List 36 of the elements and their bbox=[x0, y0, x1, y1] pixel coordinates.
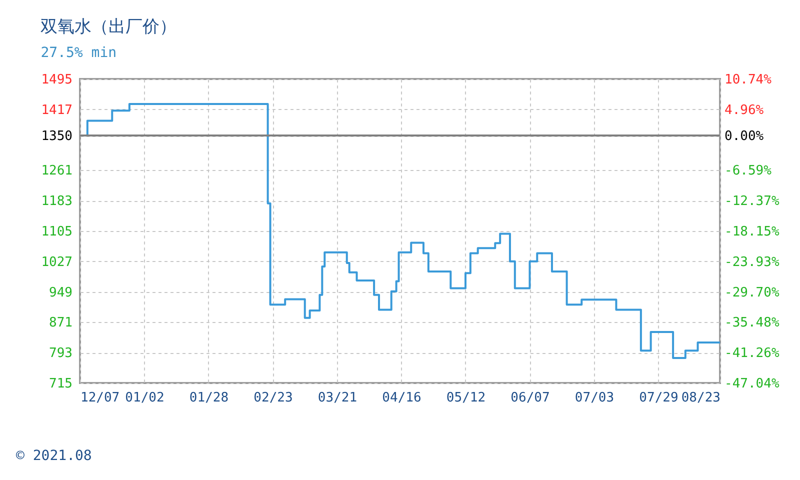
y2-tick-label: 0.00% bbox=[724, 129, 764, 144]
y2-tick-label: -35.48% bbox=[724, 316, 780, 331]
y-tick-label: 1183 bbox=[41, 194, 72, 210]
y-tick-label: 715 bbox=[49, 376, 72, 392]
y-tick-label: 871 bbox=[49, 316, 72, 331]
chart-subtitle: 27.5% min bbox=[40, 45, 117, 61]
x-tick-label: 02/23 bbox=[254, 390, 293, 406]
y-tick-label: 1495 bbox=[41, 72, 72, 88]
y2-tick-label: -23.93% bbox=[724, 254, 780, 270]
y-tick-label: 1350 bbox=[41, 129, 72, 144]
chart-title: 双氧水（出厂价） bbox=[40, 17, 177, 37]
x-tick-label: 01/28 bbox=[189, 390, 229, 406]
y-tick-label: 1261 bbox=[41, 164, 72, 179]
x-tick-label: 07/29 bbox=[639, 390, 678, 406]
x-tick-label: 01/02 bbox=[125, 390, 164, 406]
y2-tick-label: 10.74% bbox=[724, 72, 772, 88]
x-tick-label: 08/23 bbox=[681, 390, 720, 406]
y-tick-label: 1027 bbox=[41, 254, 72, 270]
y-tick-label: 949 bbox=[49, 285, 72, 300]
x-tick-label: 05/12 bbox=[446, 390, 486, 406]
x-tick-label: 12/07 bbox=[80, 390, 120, 406]
text: © 2021.08 bbox=[16, 448, 92, 464]
y2-tick-label: -41.26% bbox=[724, 346, 780, 362]
y2-tick-label: -47.04% bbox=[724, 376, 780, 392]
y-tick-label: 1105 bbox=[41, 224, 72, 240]
y2-tick-label: 4.96% bbox=[724, 102, 764, 118]
y2-tick-label: -29.70% bbox=[724, 285, 780, 300]
x-tick-label: 03/21 bbox=[318, 390, 358, 406]
x-tick-label: 07/03 bbox=[574, 390, 614, 406]
y2-tick-label: -6.59% bbox=[724, 164, 772, 179]
y-tick-label: 1417 bbox=[41, 102, 72, 118]
x-tick-label: 06/07 bbox=[510, 390, 550, 406]
y2-tick-label: -18.15% bbox=[724, 224, 780, 240]
x-tick-label: 04/16 bbox=[382, 390, 422, 406]
y2-tick-label: -12.37% bbox=[724, 194, 780, 210]
y-tick-label: 793 bbox=[49, 346, 72, 362]
